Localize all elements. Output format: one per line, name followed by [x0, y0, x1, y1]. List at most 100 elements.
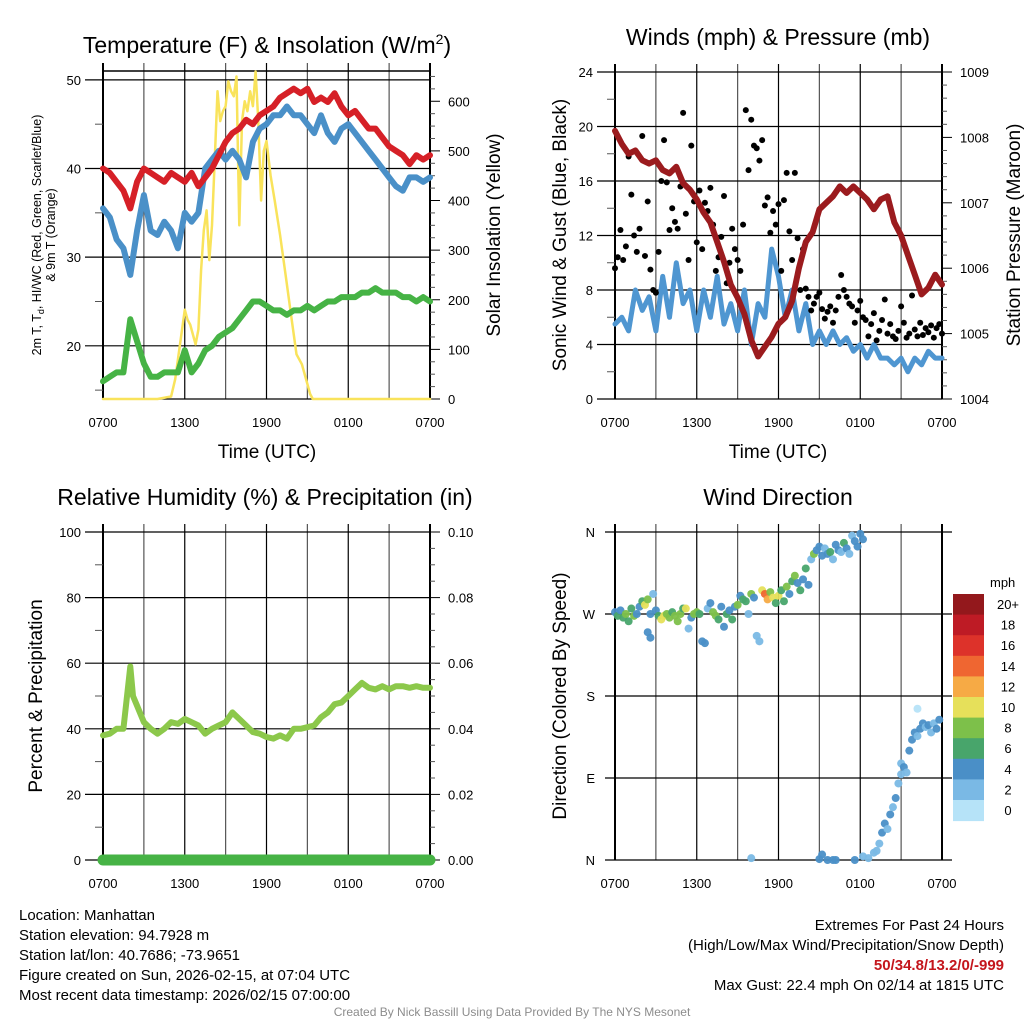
- chart-title: Wind Direction: [703, 484, 853, 510]
- x-tick-label: 1300: [170, 415, 199, 430]
- chart-title: Winds (mph) & Pressure (mb): [626, 24, 930, 50]
- colorbar-label: 2: [1004, 782, 1011, 797]
- gust-point: [805, 293, 812, 300]
- x-tick-label: 0100: [846, 876, 875, 891]
- y-tick-label: 20: [67, 787, 81, 802]
- gust-point: [671, 218, 678, 225]
- direction-point: [749, 593, 758, 602]
- gust-point: [655, 248, 662, 255]
- y-tick-label: 20: [579, 120, 593, 135]
- y2-tick-label: 1006: [960, 261, 989, 276]
- x-tick-label: 0700: [89, 876, 118, 891]
- gust-point: [909, 292, 916, 299]
- chart-rh-precip: Relative Humidity (%) & Precipitation (i…: [26, 484, 473, 891]
- y-axis-label: Direction (Colored By Speed): [550, 572, 571, 819]
- chart-title: Relative Humidity (%) & Precipitation (i…: [57, 484, 472, 510]
- gust-point: [729, 225, 736, 232]
- y-tick-label: 0: [586, 392, 593, 407]
- gust-point: [731, 246, 738, 253]
- gust-point: [674, 225, 681, 232]
- y2-axis-label: Station Pressure (Maroon): [1004, 124, 1024, 347]
- colorbar-label: 10: [1001, 700, 1015, 715]
- colorbar-swatch: [953, 655, 984, 677]
- gust-point: [767, 229, 774, 236]
- series-windchill: [100, 103, 433, 278]
- y2-tick-label: 1008: [960, 130, 989, 145]
- direction-point: [706, 599, 715, 608]
- direction-point: [755, 637, 764, 646]
- y-tick-label: 4: [586, 338, 593, 353]
- colorbar-swatch: [953, 717, 984, 739]
- direction-point: [741, 597, 750, 606]
- gust-point: [895, 327, 902, 334]
- direction-point: [850, 856, 859, 864]
- gust-point: [688, 142, 695, 149]
- direction-point: [831, 856, 840, 864]
- gust-point: [652, 289, 659, 296]
- gust-point: [712, 267, 719, 274]
- chart-title: Temperature (F) & Insolation (W/m2): [83, 31, 451, 58]
- y-tick-label: 16: [579, 174, 593, 189]
- x-axis-label: Time (UTC): [218, 442, 317, 463]
- chart-winds-pressure: Winds (mph) & Pressure (mb) 0700 1300 1900 0…: [550, 24, 1024, 463]
- gust-point: [644, 198, 651, 205]
- direction-point: [829, 555, 837, 564]
- gust-point: [647, 266, 654, 273]
- gust-point: [939, 330, 945, 337]
- gust-point: [911, 326, 918, 333]
- direction-point: [864, 854, 873, 863]
- direction-point: [801, 564, 810, 573]
- gust-point: [726, 259, 733, 266]
- gust-point: [879, 316, 886, 323]
- direction-point: [790, 571, 799, 580]
- direction-point: [643, 595, 652, 604]
- colorbar-swatch: [953, 738, 984, 760]
- gust-point: [775, 201, 782, 208]
- colorbar-swatch: [953, 779, 984, 801]
- gust-point: [631, 232, 638, 239]
- gust-point: [669, 205, 676, 212]
- x-axis-label: Time (UTC): [729, 442, 828, 463]
- latlon-text: Station lat/lon: 40.7686; -73.9651: [19, 947, 241, 964]
- direction-point: [632, 610, 641, 618]
- y-tick-label: N: [586, 525, 595, 540]
- gust-point: [680, 109, 687, 116]
- gust-point: [887, 321, 894, 328]
- direction-point: [782, 582, 791, 591]
- x-tick-label: 1300: [682, 415, 711, 430]
- title-superscript: 2: [436, 31, 444, 47]
- y2-tick-label: 0.04: [448, 722, 473, 737]
- direction-point: [627, 604, 636, 613]
- colorbar-swatch: [953, 635, 984, 657]
- gust-point: [928, 322, 935, 329]
- y2-tick-label: 0.06: [448, 656, 473, 671]
- series-sonic-wind: [612, 246, 945, 375]
- direction-point: [673, 617, 682, 626]
- direction-point: [779, 597, 788, 606]
- colorbar-label: 0: [1004, 803, 1011, 818]
- direction-point: [681, 604, 690, 613]
- direction-point: [935, 715, 944, 724]
- gust-point: [854, 307, 861, 314]
- y-axis-label-line1: 2m T, Td, HI/WC (Red, Green, Scarlet/Blu…: [30, 115, 46, 356]
- y-tick-label: E: [586, 771, 595, 786]
- speed-colorbar: mph 20+ 18 16 14 12 10 8 6 4 2 0: [953, 575, 1019, 822]
- y2-tick-label: 100: [448, 342, 470, 357]
- direction-point: [624, 617, 633, 626]
- direction-point: [888, 803, 897, 812]
- gust-point: [906, 330, 913, 337]
- extremes-values: 50/34.8/13.2/0/-999: [873, 957, 1004, 974]
- y2-tick-label: 600: [448, 94, 470, 109]
- x-tick-label: 0100: [334, 876, 363, 891]
- y2-tick-label: 300: [448, 243, 470, 258]
- gust-point: [641, 252, 648, 259]
- colorbar-swatch: [953, 697, 984, 719]
- direction-point: [826, 548, 835, 557]
- x-tick-label: 0700: [928, 876, 957, 891]
- gust-point: [622, 243, 629, 250]
- gust-point: [873, 337, 880, 344]
- y-axis-label: Percent & Precipitation: [26, 599, 47, 792]
- chart-temperature-insolation: Temperature (F) & Insolation (W/m2) 0700 1…: [30, 31, 505, 463]
- x-tick-label: 1900: [764, 415, 793, 430]
- y-tick-label: 80: [67, 591, 81, 606]
